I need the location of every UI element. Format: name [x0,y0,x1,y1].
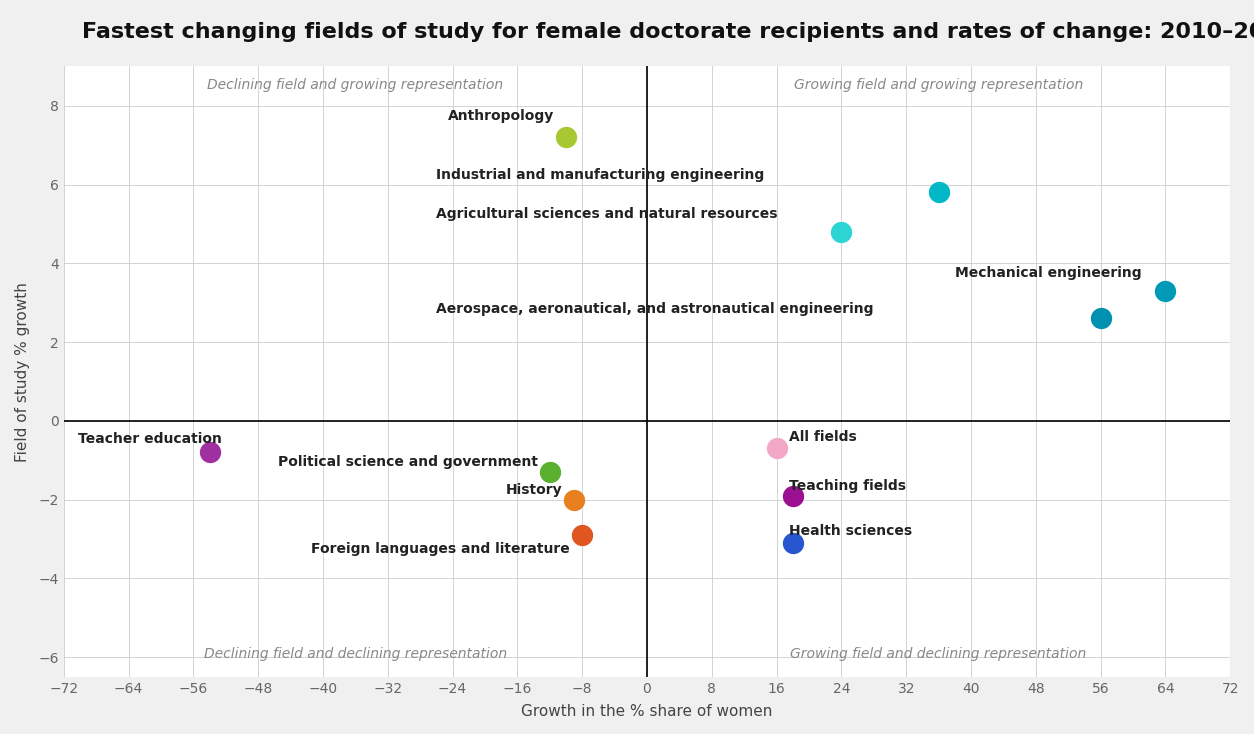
Text: Industrial and manufacturing engineering: Industrial and manufacturing engineering [436,167,765,182]
Text: History: History [505,483,562,497]
Point [556,131,576,143]
Point [782,537,803,549]
Text: Declining field and growing representation: Declining field and growing representati… [207,79,503,92]
Point [831,226,851,238]
Text: Foreign languages and literature: Foreign languages and literature [311,542,571,556]
Point [782,490,803,501]
Text: All fields: All fields [789,429,856,443]
Point [928,186,948,198]
Text: Declining field and declining representation: Declining field and declining representa… [203,647,507,661]
Text: Anthropology: Anthropology [448,109,554,123]
X-axis label: Growth in the % share of women: Growth in the % share of women [522,704,772,719]
Text: Teaching fields: Teaching fields [789,479,905,493]
Point [572,529,592,541]
Point [539,466,559,478]
Text: Health sciences: Health sciences [789,524,912,538]
Text: Agricultural sciences and natural resources: Agricultural sciences and natural resour… [436,207,777,221]
Point [199,446,219,458]
Text: Teacher education: Teacher education [78,432,222,446]
Point [1091,313,1111,324]
Text: Aerospace, aeronautical, and astronautical engineering: Aerospace, aeronautical, and astronautic… [436,302,874,316]
Point [564,494,584,506]
Text: Political science and government: Political science and government [277,455,538,469]
Text: Growing field and declining representation: Growing field and declining representati… [790,647,1087,661]
Point [1155,285,1175,297]
Y-axis label: Field of study % growth: Field of study % growth [15,282,30,462]
Text: Growing field and growing representation: Growing field and growing representation [794,79,1083,92]
Point [766,443,786,454]
Text: Fastest changing fields of study for female doctorate recipients and rates of ch: Fastest changing fields of study for fem… [82,22,1254,42]
Text: Mechanical engineering: Mechanical engineering [954,266,1141,280]
